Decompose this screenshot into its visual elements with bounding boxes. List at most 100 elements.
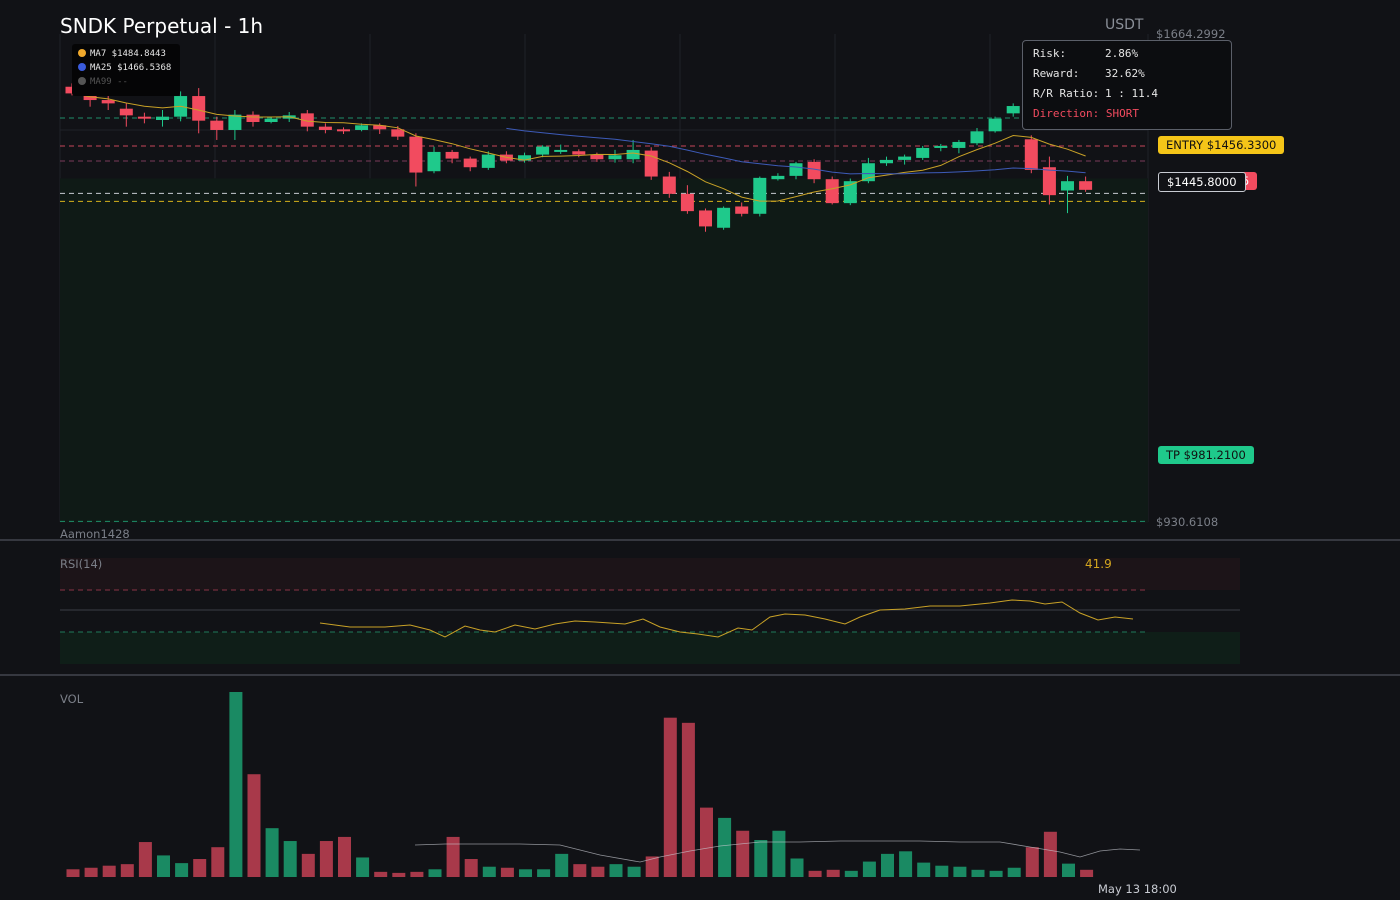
candle-body (300, 113, 314, 127)
volume-bar (899, 851, 913, 877)
volume-bar (338, 836, 351, 877)
candle-body (391, 129, 405, 137)
volume-bar (609, 864, 623, 877)
volume-bar (971, 869, 985, 877)
ratio-key: R/R Ratio: (1033, 87, 1100, 100)
volume-bar (591, 866, 605, 877)
volume-bar (175, 863, 189, 877)
volume-ma-line (414, 840, 1141, 863)
volume-bar (953, 866, 967, 877)
ma7-legend[interactable]: MA7 $1484.8443 (78, 47, 180, 61)
volume-bar (519, 869, 532, 877)
ma99-legend[interactable]: MA99 -- (78, 75, 180, 89)
volume-bar (211, 847, 225, 877)
volume-bar (247, 774, 261, 877)
candle-body (735, 206, 749, 214)
volume-bar (1062, 863, 1075, 877)
rsi-overbought-zone (60, 558, 1240, 590)
reward-value: 32.62% (1105, 67, 1145, 80)
candle-body (83, 95, 97, 101)
candle-body (572, 151, 586, 155)
volume-bar (374, 871, 388, 877)
ma25-legend[interactable]: MA25 $1466.5368 (78, 61, 180, 75)
candle-body (518, 155, 531, 161)
candle-body (916, 147, 930, 158)
rsi-panel (60, 558, 1240, 664)
direction-label: Direction: SHORT (1033, 107, 1139, 120)
rsi-label: RSI(14) (60, 557, 103, 571)
candle-body (264, 118, 278, 122)
volume-bar (681, 722, 695, 877)
current-price-tag[interactable]: $1445.8000 (1158, 172, 1246, 192)
candle-body (137, 116, 151, 119)
risk-reward-panel: Risk: 2.86% Reward: 32.62% R/R Ratio: 1 : 1… (1022, 40, 1232, 130)
volume-bar (627, 866, 641, 877)
ma7-line (71, 92, 1086, 202)
volume-bar (482, 866, 496, 877)
candle-body (789, 163, 803, 176)
candle-body (355, 125, 369, 130)
ma99-label: MA99 -- (90, 77, 128, 87)
candle-body (662, 176, 676, 194)
candle-body (536, 146, 550, 155)
candle-body (970, 131, 984, 144)
chart-title: SNDK Perpetual - 1h (60, 14, 264, 38)
take-profit-tag[interactable]: TP $981.2100 (1158, 446, 1254, 464)
volume-bar (157, 855, 170, 877)
candle-body (101, 100, 115, 104)
volume-bar (935, 865, 949, 877)
volume-bar (555, 853, 569, 877)
candle-body (1024, 139, 1038, 170)
rsi-oversold-zone (60, 632, 1240, 664)
volume-bar (120, 864, 134, 877)
watermark-username: Aamon1428 (60, 527, 130, 541)
candle-body (246, 114, 260, 122)
currency-label: USDT (1105, 17, 1144, 33)
candle-body (463, 158, 477, 168)
volume-bar (989, 870, 1003, 877)
ma25-line (506, 127, 1086, 175)
candle-body (699, 210, 712, 227)
volume-bar (301, 853, 315, 877)
candle-body (119, 108, 133, 116)
price-axis-top: $1664.2992 (1156, 27, 1226, 41)
candle-body (988, 118, 1002, 132)
candle-body (337, 129, 350, 132)
tp-zone-shade (60, 178, 1148, 523)
candle-body (1061, 181, 1074, 191)
candle-body (861, 163, 875, 182)
volume-bar (808, 870, 822, 877)
ma25-label: MA25 $1466.5368 (90, 63, 172, 73)
volume-bar (66, 869, 80, 877)
candle-body (644, 150, 658, 177)
candle-body (898, 156, 912, 160)
candle-body (1042, 167, 1056, 196)
candle-body (318, 126, 332, 130)
candle-body (626, 149, 640, 160)
candle-body (934, 145, 948, 148)
volume-bar (645, 856, 659, 877)
volume-bar (573, 864, 587, 877)
candle-body (156, 116, 169, 121)
volume-bar (1080, 869, 1094, 877)
risk-value: 2.86% (1105, 47, 1139, 60)
volume-bar (229, 692, 243, 877)
volume-bar (862, 861, 876, 877)
risk-key: Risk: (1033, 47, 1067, 60)
volume-bar (1043, 831, 1057, 877)
volume-bar (500, 867, 514, 877)
time-axis-label: May 13 18:00 (1098, 882, 1177, 896)
candle-body (680, 193, 694, 212)
volume-bar (138, 842, 152, 877)
candle-body (445, 151, 459, 159)
candle-body (192, 96, 206, 121)
entry-price-tag[interactable]: ENTRY $1456.3300 (1158, 136, 1285, 154)
volume-bar (84, 867, 98, 877)
volume-panel (66, 692, 1141, 877)
volume-bar (392, 872, 406, 877)
volume-bar (265, 828, 279, 877)
volume-bar (700, 807, 713, 877)
volume-bar (790, 858, 804, 877)
volume-bar (446, 836, 460, 877)
